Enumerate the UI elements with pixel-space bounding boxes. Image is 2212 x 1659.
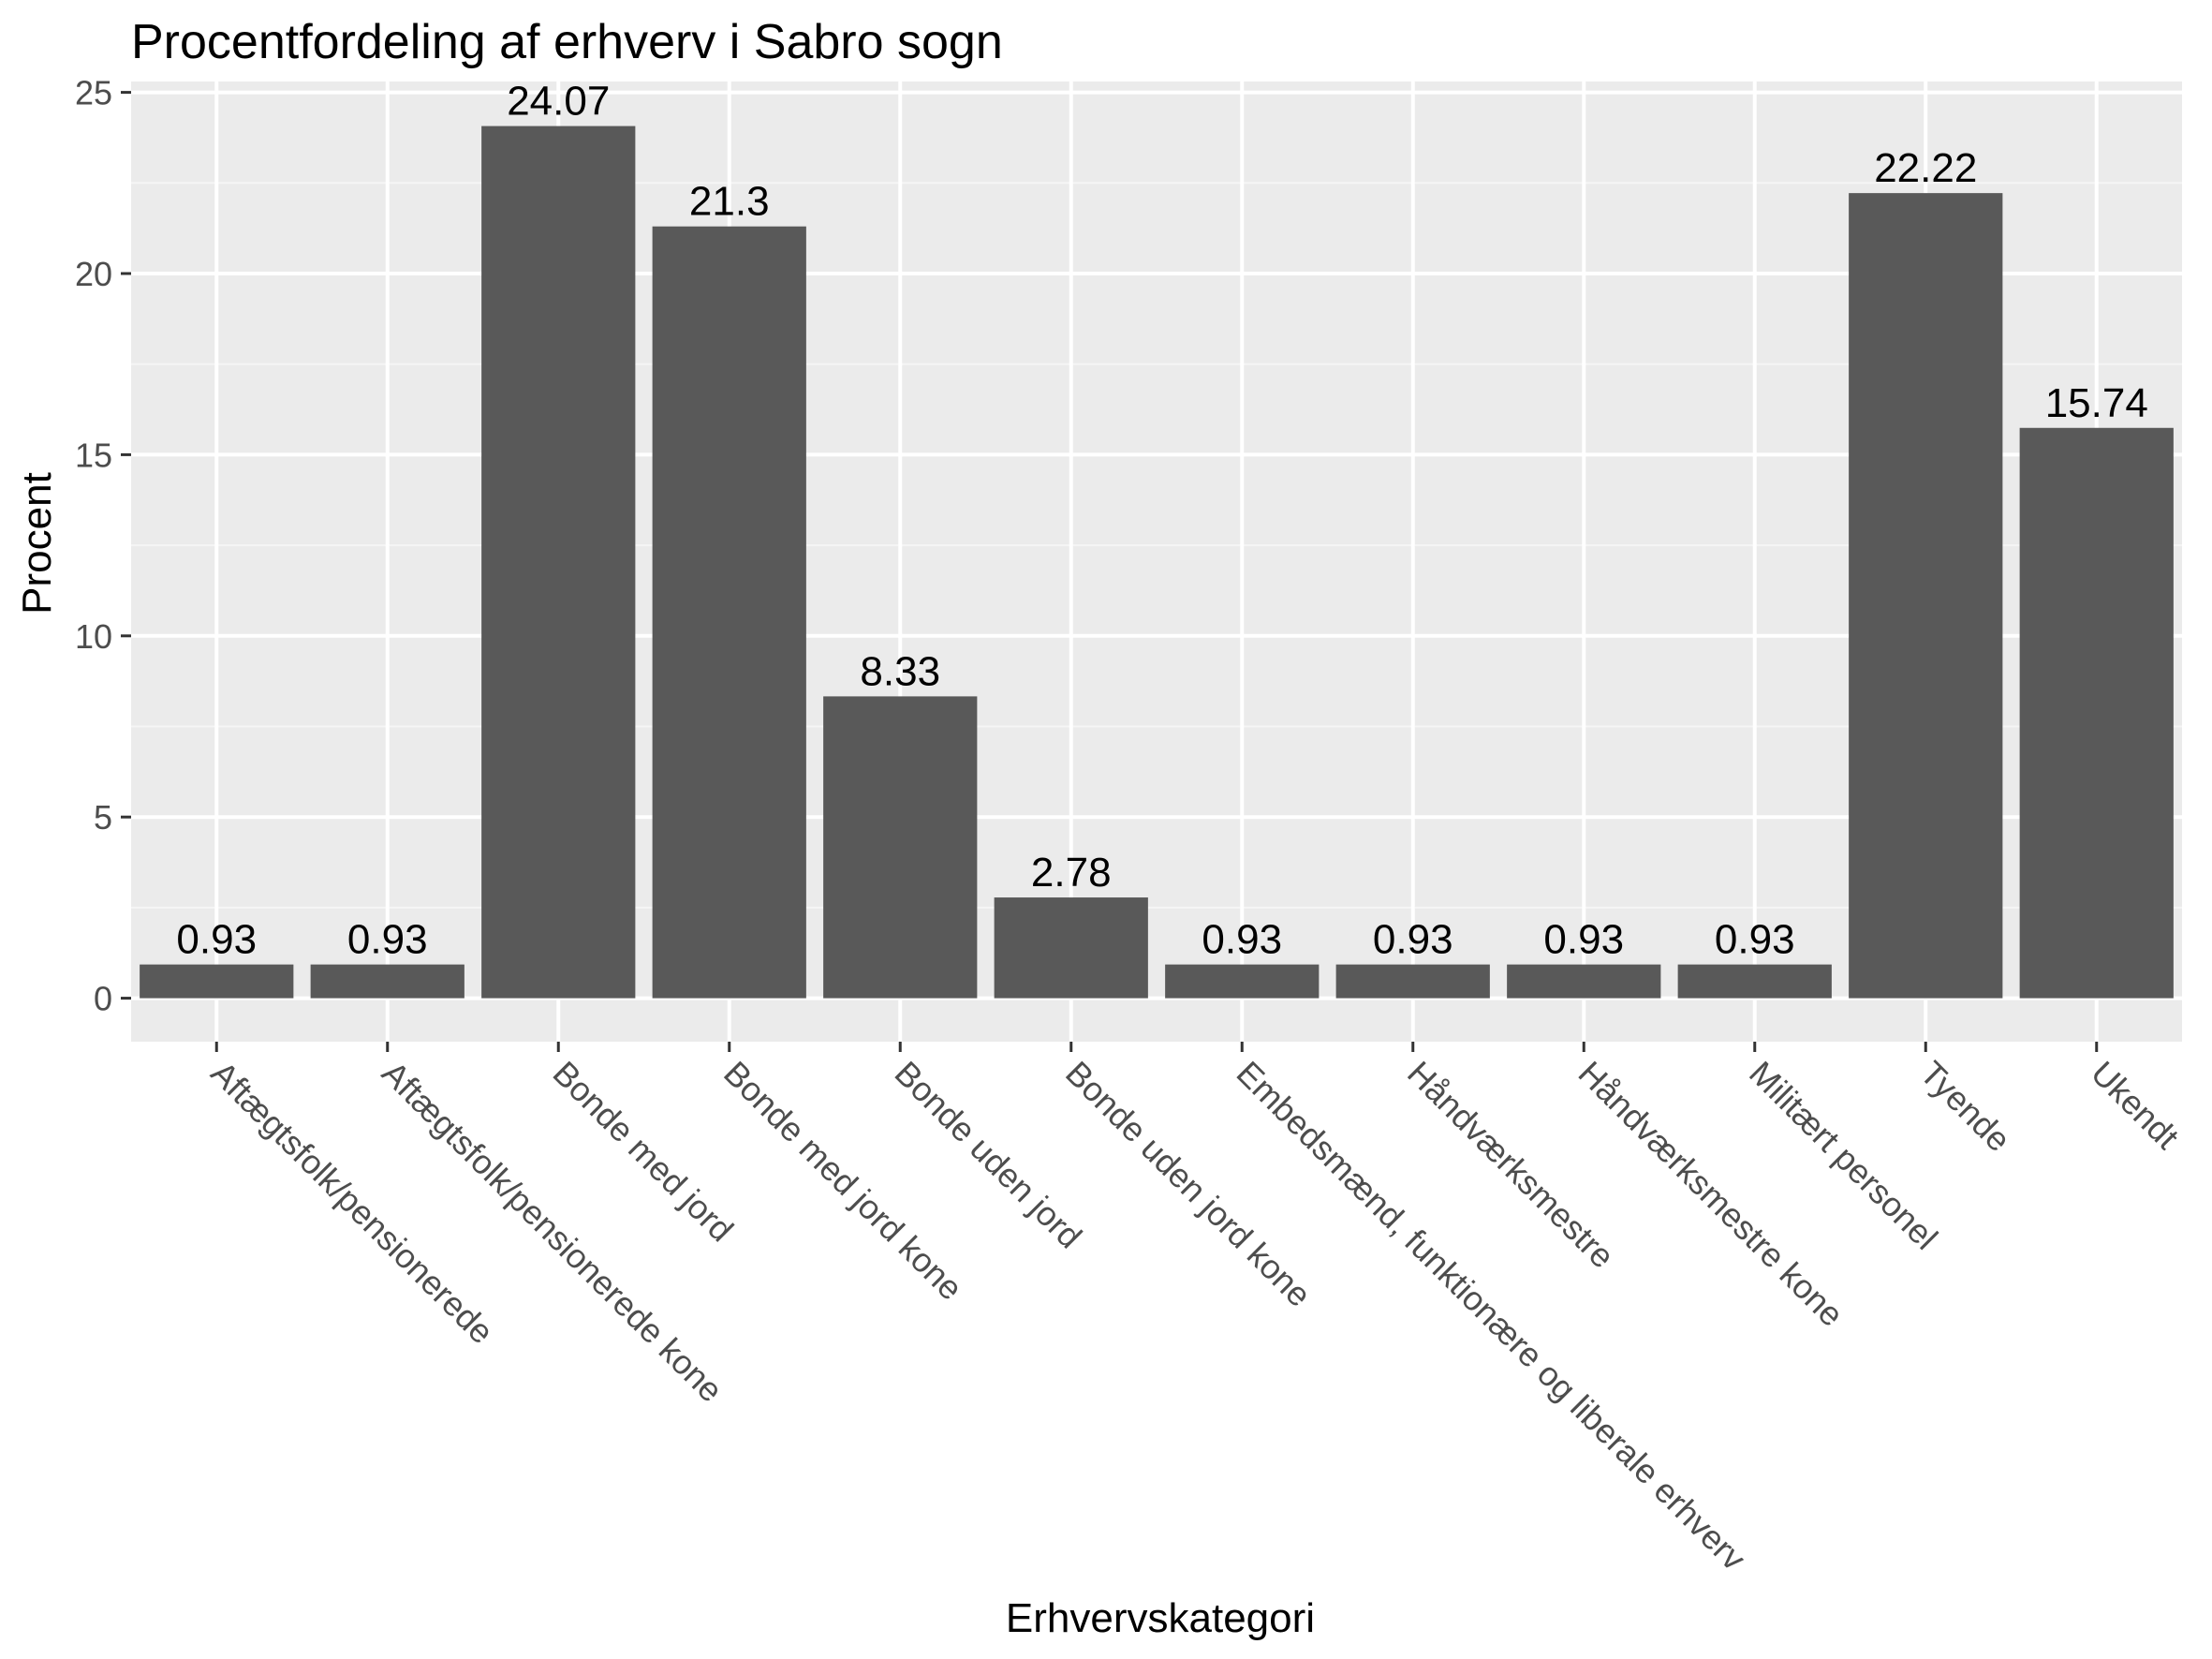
data-label: 8.33 xyxy=(860,648,940,694)
minor-gridlines xyxy=(131,182,2182,909)
data-label: 0.93 xyxy=(1373,917,1453,963)
data-label: 2.78 xyxy=(1031,850,1112,896)
bar xyxy=(1335,964,1490,999)
data-label: 0.93 xyxy=(347,917,428,963)
data-label: 15.74 xyxy=(2045,380,2148,426)
plot-panel xyxy=(131,81,2182,1042)
y-tick-label: 5 xyxy=(94,798,112,837)
x-tick-label: Tyende xyxy=(1913,1054,2018,1159)
data-label: 24.07 xyxy=(507,79,610,125)
y-axis-title: Procent xyxy=(14,472,60,615)
data-label: 21.3 xyxy=(689,179,770,225)
bar xyxy=(481,126,636,999)
y-tick-label: 25 xyxy=(75,74,112,112)
x-axis-title: Erhvervskategori xyxy=(1006,1595,1315,1641)
x-axis-ticks: Aftægtsfolk/pensioneredeAftægtsfolk/pens… xyxy=(204,1042,2187,1578)
y-axis-ticks: 0 5 10 15 20 25 xyxy=(75,74,131,1018)
data-labels: 0.93 0.93 24.07 21.3 8.33 2.78 0.93 0.93 0.93 0.9… xyxy=(176,79,2147,963)
data-label: 22.22 xyxy=(1874,145,1977,191)
bar xyxy=(2019,427,2174,999)
chart-title: Procentfordeling af erhverv i Sabro sogn xyxy=(131,15,1003,69)
bar xyxy=(1507,964,1661,999)
bar xyxy=(1165,964,1320,999)
bar xyxy=(1849,193,2003,999)
x-tick-label: Aftægtsfolk/pensionerede xyxy=(204,1054,502,1352)
bars xyxy=(140,126,2174,999)
data-label: 0.93 xyxy=(1543,917,1624,963)
bar xyxy=(652,226,806,999)
x-tick-label: Militært personel xyxy=(1742,1054,1945,1257)
bar xyxy=(994,897,1148,999)
data-label: 0.93 xyxy=(1202,917,1282,963)
bar xyxy=(310,964,465,999)
y-tick-label: 20 xyxy=(75,255,112,293)
x-tick-label: Bonde uden jord xyxy=(888,1054,1090,1256)
bar xyxy=(823,696,978,999)
x-tick-label: Bonde med jord xyxy=(546,1054,742,1250)
bar xyxy=(1677,964,1832,999)
bar xyxy=(140,964,294,999)
y-tick-label: 0 xyxy=(94,980,112,1018)
x-tick-label: Ukendt xyxy=(2084,1054,2187,1157)
data-label: 0.93 xyxy=(1715,917,1795,963)
y-tick-label: 10 xyxy=(75,617,112,656)
data-label: 0.93 xyxy=(176,917,257,963)
y-tick-label: 15 xyxy=(75,436,112,474)
x-tick-label: Aftægtsfolk/pensionerede kone xyxy=(375,1054,730,1410)
